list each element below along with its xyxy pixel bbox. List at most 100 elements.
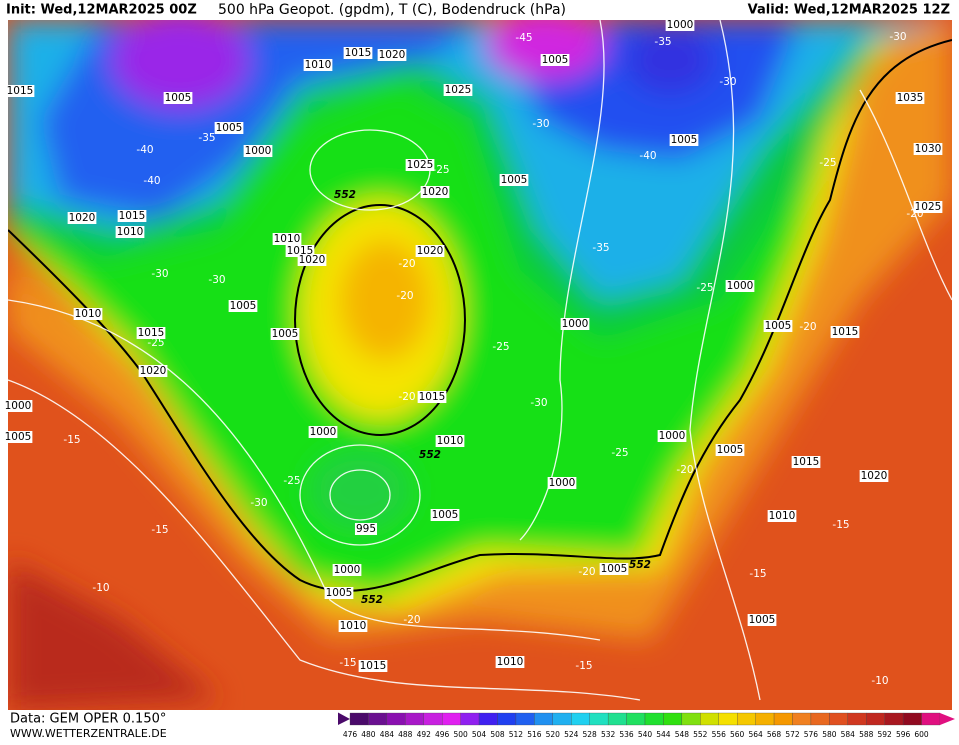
isobar-label: 1020	[417, 245, 444, 257]
colorbar-cell	[571, 712, 590, 726]
temperature-label: -30	[719, 76, 736, 88]
isobar-label: 1010	[437, 435, 464, 447]
isobar-label-box	[443, 84, 473, 96]
colorbar-cell	[644, 712, 664, 726]
temperature-label: -30	[532, 118, 549, 130]
colorbar-label: 528	[583, 730, 598, 739]
isobar-label: 1020	[379, 49, 406, 61]
isobar-label: 1005	[272, 328, 299, 340]
isobar-label: 1000	[549, 477, 576, 489]
isobar-label-box	[415, 245, 445, 257]
temperature-label: -30	[208, 274, 225, 286]
temperature-label: -30	[250, 497, 267, 509]
colorbar-label: 548	[675, 730, 690, 739]
init-time: Init: Wed,12MAR2025 00Z	[6, 3, 197, 18]
colorbar-label: 512	[509, 730, 524, 739]
colorbar-cell	[405, 712, 424, 726]
isobar-label: 1005	[326, 587, 353, 599]
colorbar-label: 516	[527, 730, 542, 739]
isobar-label-box	[243, 145, 273, 157]
site-name: WWW.WETTERZENTRALE.DE	[10, 727, 167, 740]
isobar-label-box	[303, 59, 333, 71]
temperature-label: -25	[283, 475, 300, 487]
colorbar-label: 568	[767, 730, 782, 739]
isobar-label-box	[214, 122, 244, 134]
colorbar-cell	[478, 712, 498, 726]
isobar-label: 1005	[165, 92, 192, 104]
isobar-label-box	[5, 85, 35, 97]
colorbar-cell	[681, 712, 701, 726]
isobar-label: 1005	[542, 54, 569, 66]
isobar-label: 1005	[501, 174, 528, 186]
colorbar-cell	[552, 712, 572, 726]
colorbar-label: 500	[453, 730, 468, 739]
isobar-label: 1005	[671, 134, 698, 146]
colorbar-label: 560	[730, 730, 745, 739]
isobar-label-box	[657, 430, 687, 442]
temperature-label: -15	[575, 660, 592, 672]
temperature-label: -20	[396, 290, 413, 302]
colorbar-label: 592	[878, 730, 893, 739]
map-title: 500 hPa Geopot. (gpdm), T (C), Bodendruc…	[218, 2, 566, 18]
isobar-label-box	[117, 210, 147, 222]
colorbar-label: 576	[804, 730, 819, 739]
isobar-label-box	[669, 134, 699, 146]
isobar-label-box	[499, 174, 529, 186]
isobar-label: 1005	[717, 444, 744, 456]
isobar-label: 1000	[310, 426, 337, 438]
temperature-label: -25	[696, 282, 713, 294]
isobar-label: 1010	[305, 59, 332, 71]
isobar-label: 1000	[667, 19, 694, 31]
isobar-label-box	[895, 92, 925, 104]
geopotential-label: 552	[419, 449, 441, 461]
isobar-label-box	[495, 656, 525, 668]
colorbar-label: 536	[619, 730, 634, 739]
colorbar-cell	[700, 712, 719, 726]
isobar-label: 1015	[345, 47, 372, 59]
colorbar-label: 564	[748, 730, 763, 739]
isobar-label-box	[73, 308, 103, 320]
isobar-label-box	[599, 563, 629, 575]
temperature-label: -20	[906, 208, 923, 220]
isobar-label: 1010	[117, 226, 144, 238]
isobar-label-box	[763, 320, 793, 332]
temperature-label: -45	[515, 32, 532, 44]
colorbar-cell	[921, 712, 941, 726]
colorbar-arrow	[940, 713, 955, 725]
isobar-label: 1015	[119, 210, 146, 222]
temperature-label: -20	[398, 391, 415, 403]
isobar-label: 1015	[832, 326, 859, 338]
isobar-label-box	[358, 660, 388, 672]
colorbar-label: 504	[472, 730, 487, 739]
isobar-label: 1005	[749, 614, 776, 626]
isobar-label-box	[3, 400, 33, 412]
data-source: Data: GEM OPER 0.150°	[10, 712, 166, 727]
isobar-label: 1000	[5, 400, 32, 412]
isobar-label: 1020	[140, 365, 167, 377]
isobar-label: 1005	[216, 122, 243, 134]
colorbar-cell	[773, 712, 793, 726]
geopotential-label: 552	[629, 559, 651, 571]
isobar-label: 1015	[138, 327, 165, 339]
colorbar-label: 584	[841, 730, 856, 739]
isobar-label: 1010	[340, 620, 367, 632]
temperature-label: -15	[749, 568, 766, 580]
colorbar-cell	[626, 712, 646, 726]
geopotential-label: 552	[361, 594, 383, 606]
colorbar-label: 492	[417, 730, 432, 739]
isobar-label-box	[163, 92, 193, 104]
isobar-label: 1020	[69, 212, 96, 224]
isobar-label: 1005	[432, 509, 459, 521]
isobar-label: 1000	[659, 430, 686, 442]
colorbar-label: 588	[859, 730, 874, 739]
isobar-label-box	[560, 318, 590, 330]
isobar-label: 1000	[727, 280, 754, 292]
colorbar-label: 552	[693, 730, 708, 739]
isobar-label-box	[420, 186, 450, 198]
isobar-label: 1015	[7, 85, 34, 97]
temperature-label: -10	[871, 675, 888, 687]
colorbar-label: 596	[896, 730, 911, 739]
colorbar: 476 480 484 488 492 496 500 504 508 512 516 520 524 5…	[338, 712, 955, 739]
